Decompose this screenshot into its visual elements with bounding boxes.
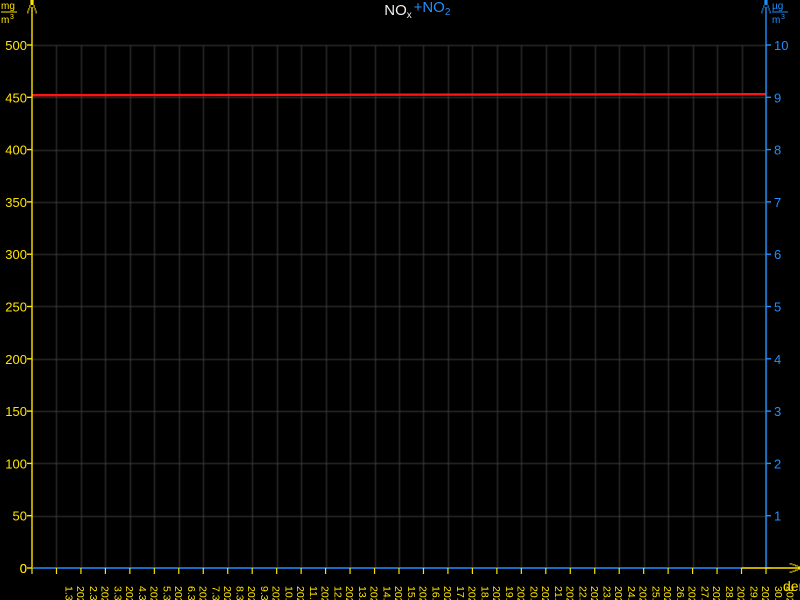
svg-text:3: 3 — [781, 14, 785, 21]
svg-text:µg: µg — [772, 1, 783, 12]
svg-text:10.3.: 10.3. — [283, 586, 295, 600]
svg-text:2021: 2021 — [441, 586, 453, 600]
svg-text:2021: 2021 — [74, 586, 86, 600]
svg-text:2021: 2021 — [490, 586, 502, 600]
svg-text:150: 150 — [5, 404, 27, 419]
svg-text:2021: 2021 — [270, 586, 282, 600]
svg-text:50: 50 — [13, 509, 27, 524]
svg-text:4.3.: 4.3. — [136, 586, 148, 600]
svg-text:16.3.: 16.3. — [429, 586, 441, 600]
svg-text:250: 250 — [5, 300, 27, 315]
svg-text:15.3.: 15.3. — [405, 586, 417, 600]
svg-text:2021: 2021 — [196, 586, 208, 600]
svg-text:9: 9 — [774, 90, 781, 105]
svg-text:8: 8 — [774, 143, 781, 158]
svg-text:2021: 2021 — [612, 586, 624, 600]
svg-text:17.3.: 17.3. — [454, 586, 466, 600]
svg-text:1.3.: 1.3. — [62, 586, 74, 600]
svg-text:2021: 2021 — [343, 586, 355, 600]
svg-text:100: 100 — [5, 456, 27, 471]
svg-text:2021: 2021 — [294, 586, 306, 600]
svg-text:m: m — [772, 15, 780, 26]
svg-text:2021: 2021 — [172, 586, 184, 600]
svg-text:500: 500 — [5, 38, 27, 53]
svg-text:2021: 2021 — [637, 586, 649, 600]
svg-text:30.3.: 30.3. — [772, 586, 784, 600]
svg-text:13.3.: 13.3. — [356, 586, 368, 600]
svg-text:9.3.: 9.3. — [258, 586, 270, 600]
svg-text:21.3.: 21.3. — [552, 586, 564, 600]
svg-text:2: 2 — [774, 456, 781, 471]
svg-text:3: 3 — [774, 404, 781, 419]
svg-text:200: 200 — [5, 352, 27, 367]
svg-text:2021: 2021 — [245, 586, 257, 600]
svg-text:2021: 2021 — [417, 586, 429, 600]
svg-text:5.3.: 5.3. — [160, 586, 172, 600]
svg-text:2021: 2021 — [392, 586, 404, 600]
svg-text:350: 350 — [5, 195, 27, 210]
svg-text:m: m — [1, 15, 9, 26]
svg-text:2.3.: 2.3. — [87, 586, 99, 600]
svg-text:2021: 2021 — [98, 586, 110, 600]
svg-text:5: 5 — [774, 300, 781, 315]
svg-text:22.3.: 22.3. — [576, 586, 588, 600]
svg-text:23.3.: 23.3. — [601, 586, 613, 600]
svg-text:2021: 2021 — [147, 586, 159, 600]
svg-text:400: 400 — [5, 143, 27, 158]
svg-text:26.3.: 26.3. — [674, 586, 686, 600]
svg-text:450: 450 — [5, 90, 27, 105]
svg-text:2021: 2021 — [368, 586, 380, 600]
svg-text:2021: 2021 — [759, 586, 771, 600]
svg-text:19.3.: 19.3. — [503, 586, 515, 600]
svg-text:3.3.: 3.3. — [111, 586, 123, 600]
svg-text:6.3.: 6.3. — [185, 586, 197, 600]
svg-text:0: 0 — [20, 561, 27, 576]
svg-text:7.3.: 7.3. — [209, 586, 221, 600]
svg-text:mg: mg — [1, 1, 15, 12]
svg-text:2021: 2021 — [735, 586, 747, 600]
svg-text:2021: 2021 — [588, 586, 600, 600]
svg-text:2021: 2021 — [784, 586, 796, 600]
svg-text:7: 7 — [774, 195, 781, 210]
svg-text:3: 3 — [10, 14, 14, 21]
svg-text:10: 10 — [774, 38, 788, 53]
svg-text:11.3.: 11.3. — [307, 586, 319, 600]
svg-text:25.3.: 25.3. — [650, 586, 662, 600]
svg-text:24.3.: 24.3. — [625, 586, 637, 600]
svg-text:2021: 2021 — [661, 586, 673, 600]
svg-text:14.3.: 14.3. — [381, 586, 393, 600]
svg-text:28.3.: 28.3. — [723, 586, 735, 600]
svg-text:2021: 2021 — [123, 586, 135, 600]
svg-text:20.3.: 20.3. — [527, 586, 539, 600]
svg-text:29.3.: 29.3. — [748, 586, 760, 600]
svg-text:2021: 2021 — [710, 586, 722, 600]
svg-text:2021: 2021 — [221, 586, 233, 600]
svg-text:2021: 2021 — [319, 586, 331, 600]
svg-text:8.3.: 8.3. — [234, 586, 246, 600]
svg-text:1: 1 — [774, 509, 781, 524]
svg-text:6: 6 — [774, 247, 781, 262]
svg-text:2021: 2021 — [686, 586, 698, 600]
svg-text:2021: 2021 — [539, 586, 551, 600]
svg-text:2021: 2021 — [465, 586, 477, 600]
svg-text:2021: 2021 — [514, 586, 526, 600]
svg-text:300: 300 — [5, 247, 27, 262]
svg-text:2021: 2021 — [563, 586, 575, 600]
svg-text:18.3.: 18.3. — [478, 586, 490, 600]
svg-text:4: 4 — [774, 352, 781, 367]
svg-text:12.3.: 12.3. — [332, 586, 344, 600]
svg-text:27.3.: 27.3. — [699, 586, 711, 600]
